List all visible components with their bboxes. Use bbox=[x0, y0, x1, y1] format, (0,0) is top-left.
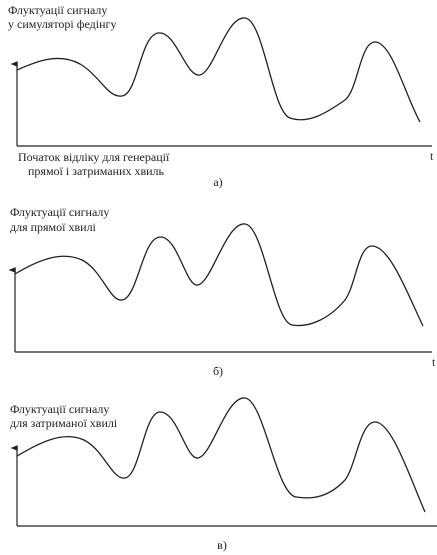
axis-label: t bbox=[432, 355, 436, 369]
panel-b: Флуктуації сигналу для прямої хвилі t б) bbox=[8, 205, 436, 378]
panel-a: Флуктуації сигналу у симуляторі федінгу … bbox=[8, 3, 434, 189]
note-line: Початок відліку для генерації bbox=[18, 150, 170, 164]
title-line: для затриманої хвилі bbox=[10, 416, 118, 430]
caption: а) bbox=[213, 175, 222, 189]
title-line: Флуктуації сигналу bbox=[10, 402, 109, 416]
title-line: у симуляторі федінгу bbox=[8, 17, 116, 31]
signal-curve bbox=[16, 397, 426, 513]
axis-label: t bbox=[430, 149, 434, 163]
panel-c: Флуктуації сигналу для затриманої хвилі … bbox=[10, 397, 437, 552]
title-line: Флуктуації сигналу bbox=[10, 205, 109, 219]
title-line: для прямої хвилі bbox=[10, 220, 97, 234]
caption: в) bbox=[217, 538, 227, 552]
title-line: Флуктуації сигналу bbox=[8, 3, 107, 17]
signal-curve bbox=[14, 223, 424, 327]
caption: б) bbox=[213, 364, 223, 378]
note-line: прямої і затриманих хвиль bbox=[28, 164, 165, 178]
signal-curve bbox=[16, 17, 421, 123]
